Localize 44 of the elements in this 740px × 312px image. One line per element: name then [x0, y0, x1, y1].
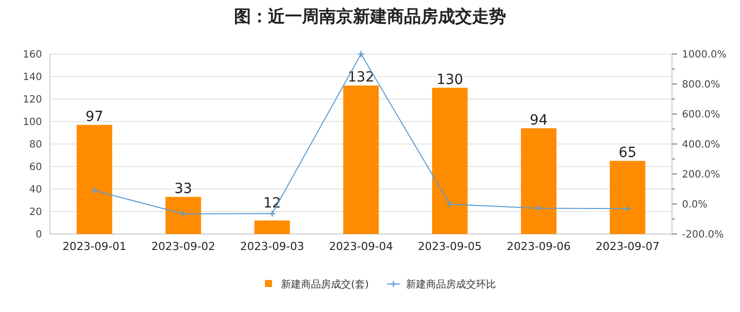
y2-tick-label: 1000.0%: [682, 50, 726, 60]
legend-label: 新建商品房成交环比: [406, 278, 496, 290]
y-tick-label: 20: [29, 207, 42, 218]
bar: [520, 128, 556, 234]
y2-tick-label: -200.0%: [682, 230, 724, 240]
point: [446, 200, 454, 208]
y2-tick-label: 0.0%: [682, 200, 708, 210]
bar: [432, 88, 468, 234]
bar: [76, 124, 112, 234]
y-tick-label: 60: [29, 162, 42, 173]
y-tick-label: 120: [22, 94, 42, 106]
data-label: 65: [618, 144, 636, 161]
y-tick-label: 0: [36, 230, 42, 240]
data-label: 94: [530, 112, 548, 128]
bar: [166, 196, 202, 234]
point: [180, 210, 187, 218]
data-label: 33: [174, 180, 192, 197]
legend-label: 新建商品房成交(套): [281, 278, 369, 290]
y2-tick-label: 200.0%: [682, 170, 720, 180]
x-tick-label: 2023-09-03: [240, 240, 304, 253]
chart-title: 图：近一周南京新建商品房成交走势: [234, 7, 506, 27]
bar: [343, 86, 379, 234]
y-tick-label: 160: [22, 50, 42, 60]
x-tick-label: 2023-09-04: [329, 240, 393, 253]
point: [535, 204, 542, 212]
y2-tick-label: 800.0%: [682, 80, 720, 90]
bar: [254, 220, 290, 234]
y-tick-label: 140: [22, 72, 42, 83]
x-tick-label: 2023-09-02: [151, 240, 216, 253]
x-tick-label: 2023-09-05: [418, 240, 482, 253]
x-tick-label: 2023-09-07: [596, 240, 660, 253]
y-tick-label: 100: [22, 117, 42, 128]
point: [268, 210, 276, 218]
data-label: 130: [436, 72, 464, 88]
x-tick-label: 2023-09-06: [506, 240, 571, 253]
data-label: 132: [348, 70, 374, 86]
data-label: 97: [86, 108, 104, 125]
bar: [610, 160, 646, 234]
x-tick-label: 2023-09-01: [62, 240, 126, 253]
y-tick-label: 40: [29, 184, 42, 196]
y-tick-label: 80: [29, 140, 42, 150]
y2-tick-label: 600.0%: [682, 110, 720, 120]
y2-tick-label: 400.0%: [682, 140, 720, 150]
point: [357, 50, 365, 58]
